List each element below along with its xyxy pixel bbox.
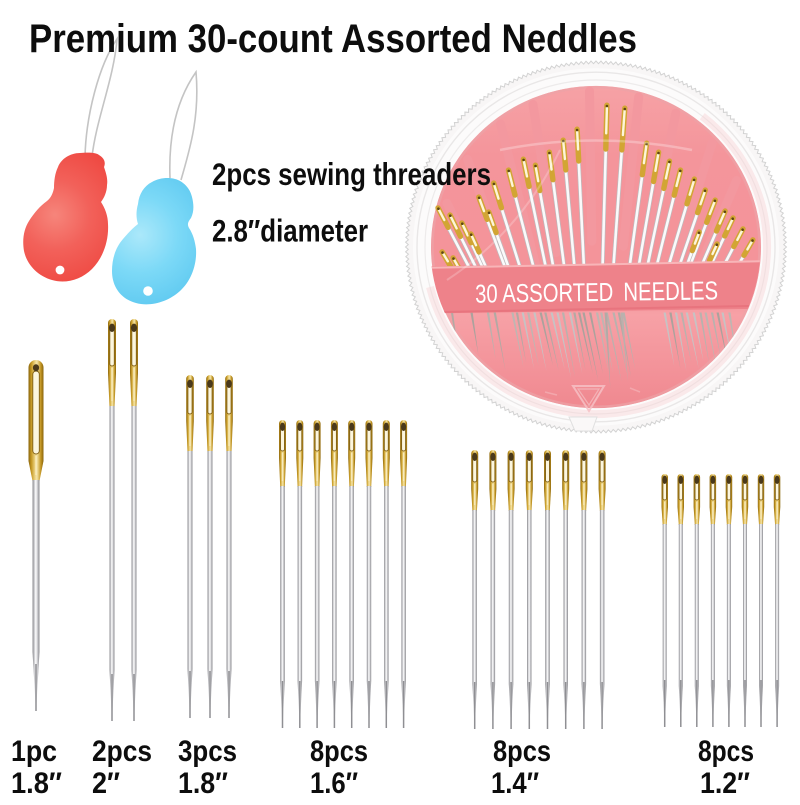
svg-text:1.8″: 1.8″	[178, 767, 228, 800]
svg-text:8pcs: 8pcs	[310, 735, 368, 768]
svg-text:2.8″diameter: 2.8″diameter	[212, 213, 368, 249]
svg-text:1.8″: 1.8″	[11, 767, 62, 800]
svg-text:1.6″: 1.6″	[310, 767, 358, 800]
svg-text:8pcs: 8pcs	[493, 735, 551, 768]
svg-text:3pcs: 3pcs	[178, 735, 237, 768]
svg-text:8pcs: 8pcs	[698, 735, 754, 768]
svg-text:2″: 2″	[92, 767, 120, 800]
svg-text:1.2″: 1.2″	[700, 767, 750, 800]
svg-text:Premium 30-count Assorted Nedd: Premium 30-count Assorted Neddles	[29, 17, 637, 61]
svg-text:30 ASSORTED NEEDLES: 30 ASSORTED NEEDLES	[475, 275, 718, 308]
svg-text:1pc: 1pc	[11, 735, 57, 768]
svg-text:2pcs: 2pcs	[92, 735, 152, 768]
svg-text:1.4″: 1.4″	[491, 767, 539, 800]
svg-text:2pcs sewing threaders: 2pcs sewing threaders	[212, 156, 491, 192]
